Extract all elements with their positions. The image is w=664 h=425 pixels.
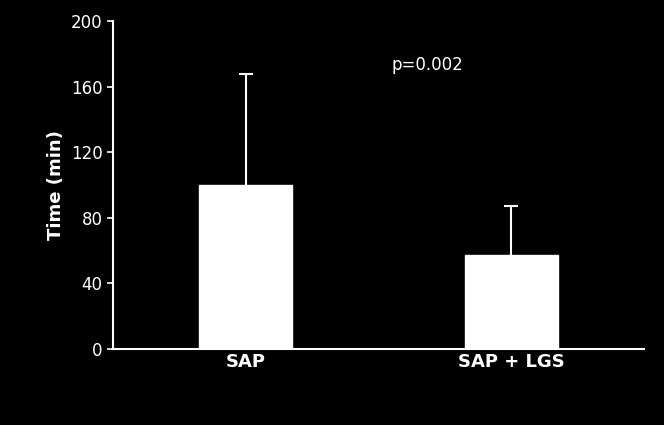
Bar: [199, 185, 292, 348]
Bar: [465, 255, 558, 348]
Text: p=0.002: p=0.002: [392, 57, 463, 74]
Y-axis label: Time (min): Time (min): [47, 130, 65, 240]
